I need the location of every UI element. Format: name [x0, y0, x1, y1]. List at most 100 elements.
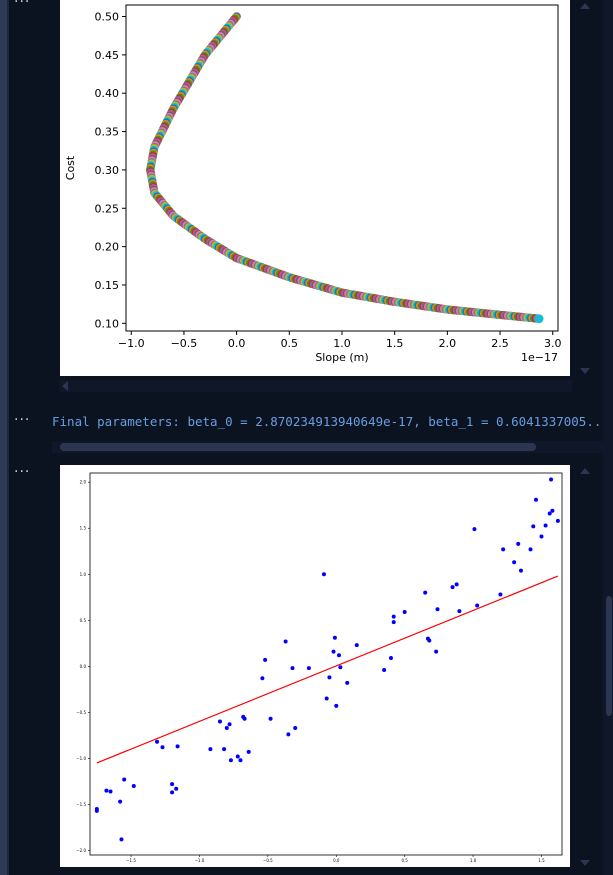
- x-tick-label: −1.0: [118, 337, 145, 350]
- x-tick-label: 3.0: [544, 337, 562, 350]
- data-point: [498, 592, 503, 597]
- data-point: [227, 722, 232, 727]
- data-point: [217, 719, 222, 724]
- axes-frame: [89, 472, 563, 856]
- data-point: [263, 657, 268, 662]
- hscroll-thumb[interactable]: [60, 443, 536, 451]
- x-tick-label: 1.5: [538, 858, 545, 863]
- y-tick-label: 0.40: [95, 87, 120, 100]
- cost-vs-slope-figure: −1.0 −0.5 0.0 0.5 1.0 1.5 2.0 2.5 3.0 0.10 0.15 0.2…: [60, 0, 570, 376]
- data-point: [131, 783, 136, 788]
- scroll-up-arrow-icon[interactable]: [580, 3, 590, 9]
- y-tick-label: −0.5: [76, 710, 86, 715]
- data-point: [334, 703, 339, 708]
- scroll-left-arrow-icon[interactable]: [62, 381, 68, 391]
- y-tick-label: 0.15: [95, 279, 120, 292]
- data-point: [94, 808, 99, 813]
- regression-line: [96, 575, 559, 764]
- data-point: [122, 777, 127, 782]
- data-point: [501, 547, 506, 552]
- data-point: [547, 511, 552, 516]
- vscroll-thumb[interactable]: [606, 596, 612, 716]
- data-point: [283, 639, 288, 644]
- data-point: [382, 667, 387, 672]
- data-point: [345, 680, 350, 685]
- data-point: [388, 656, 393, 661]
- data-point: [391, 620, 396, 625]
- data-point: [402, 609, 407, 614]
- cell-output-more-button[interactable]: ···: [14, 464, 31, 480]
- data-point: [516, 541, 521, 546]
- x-axis-label: Slope (m): [315, 351, 368, 364]
- cell-output-more-button[interactable]: ···: [14, 412, 31, 428]
- data-point: [104, 788, 109, 793]
- data-point: [531, 524, 536, 529]
- cell-output-more-button[interactable]: ···: [14, 0, 31, 10]
- y-tick-label: 0.20: [95, 241, 120, 254]
- x-tick-label: −0.5: [263, 858, 273, 863]
- left-bar-accent: [7, 0, 9, 875]
- data-point: [222, 747, 227, 752]
- y-axis-label: Cost: [64, 155, 77, 180]
- output-hscrollbar-1[interactable]: [60, 380, 572, 392]
- data-point: [155, 739, 160, 744]
- x-tick-label: −0.5: [171, 337, 198, 350]
- data-point: [549, 477, 554, 482]
- data-point: [118, 799, 123, 804]
- x-tick-label: 0.0: [333, 858, 340, 863]
- x-tick-label: 1.0: [470, 858, 477, 863]
- x-tick-label: 0.5: [401, 858, 408, 863]
- data-point: [475, 603, 480, 608]
- data-point: [331, 649, 336, 654]
- x-tick-label: 2.0: [439, 337, 457, 350]
- notebook-left-bar: [0, 0, 9, 875]
- x-tick-label: −1.0: [195, 858, 205, 863]
- cost-point: [534, 314, 544, 324]
- data-point: [238, 758, 243, 763]
- output-hscrollbar-2[interactable]: [52, 441, 603, 453]
- data-point: [175, 744, 180, 749]
- data-point: [528, 547, 533, 552]
- data-point: [534, 497, 539, 502]
- data-point: [539, 534, 544, 539]
- data-point: [450, 585, 455, 590]
- data-point: [543, 523, 548, 528]
- data-point: [290, 666, 295, 671]
- scroll-down-arrow-icon[interactable]: [580, 368, 590, 374]
- data-point: [434, 649, 439, 654]
- scroll-down-arrow-icon[interactable]: [580, 860, 590, 866]
- data-point: [338, 665, 343, 670]
- data-point: [228, 758, 233, 763]
- y-tick-label: 1.0: [80, 572, 87, 577]
- data-point: [327, 675, 332, 680]
- data-point: [246, 749, 251, 754]
- y-tick-label: 0.0: [80, 664, 87, 669]
- data-point: [454, 582, 459, 587]
- data-point: [260, 676, 265, 681]
- data-point: [354, 643, 359, 648]
- data-point: [108, 789, 113, 794]
- data-point: [555, 518, 560, 523]
- x-tick-label: 1.0: [333, 337, 351, 350]
- data-point: [268, 716, 273, 721]
- scroll-up-arrow-icon[interactable]: [580, 468, 590, 474]
- data-point: [324, 696, 329, 701]
- cost-vs-slope-chart: −1.0 −0.5 0.0 0.5 1.0 1.5 2.0 2.5 3.0 0.10 0.15 0.2…: [64, 4, 562, 364]
- data-point: [293, 725, 298, 730]
- y-tick-label: −1.0: [76, 756, 86, 761]
- y-tick-label: 0.25: [95, 202, 120, 215]
- x-tick-label: 2.5: [491, 337, 509, 350]
- data-point: [512, 560, 517, 565]
- data-point: [427, 638, 432, 643]
- page-vscrollbar[interactable]: [603, 0, 613, 875]
- data-point: [235, 754, 240, 759]
- data-point: [224, 725, 229, 730]
- final-parameters-output: Final parameters: beta_0 = 2.87023491394…: [52, 414, 603, 429]
- y-tick-label: −2.0: [76, 848, 86, 853]
- data-point: [160, 745, 165, 750]
- data-point: [457, 609, 462, 614]
- regression-chart: −1.5 −1.0 −0.5 0.0 0.5 1.0 1.5 −2.0 −1.5 −1.0 −0.5…: [76, 472, 563, 863]
- y-tick-label: 0.45: [95, 49, 120, 62]
- data-point: [321, 572, 326, 577]
- data-point: [306, 666, 311, 671]
